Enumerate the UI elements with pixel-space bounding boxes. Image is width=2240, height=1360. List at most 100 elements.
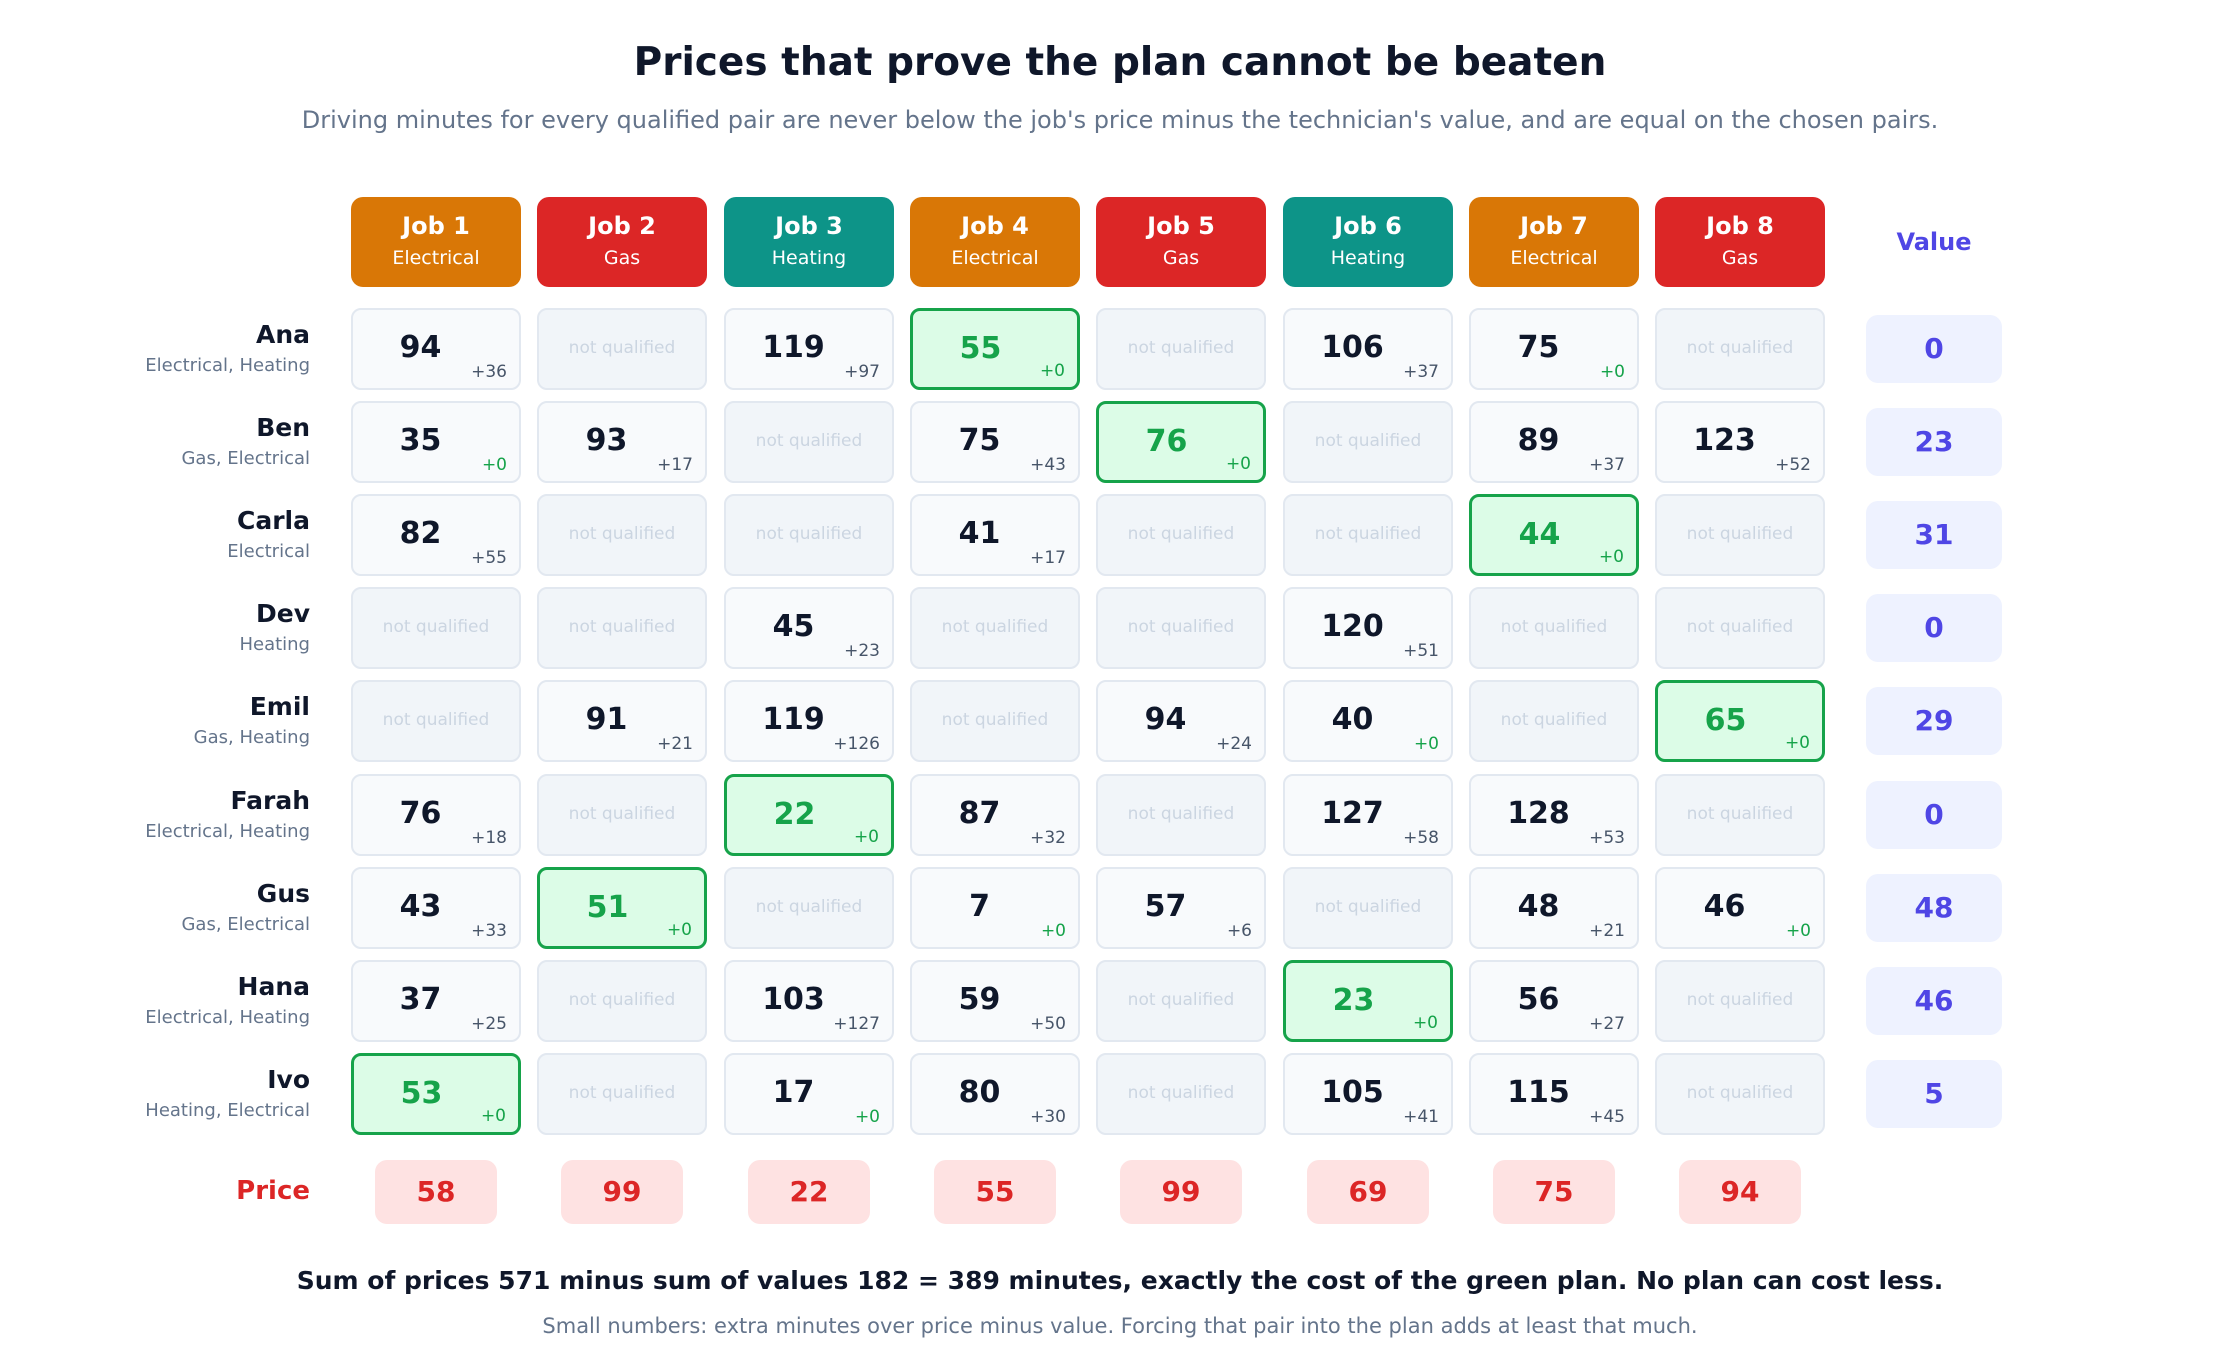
assignment-cell[interactable]: 106 +37 (1283, 308, 1453, 390)
driving-minutes: 128 (1507, 796, 1570, 831)
not-qualified-label: not qualified (382, 710, 490, 730)
page-subtitle: Driving minutes for every qualified pair… (301, 106, 1939, 134)
not-qualified-label: not qualified (568, 990, 676, 1010)
slack-minutes: +45 (1589, 1107, 1625, 1127)
assignment-cell[interactable]: 57 +6 (1096, 867, 1266, 949)
not-qualified-label: not qualified (1686, 338, 1794, 358)
technician-name: Ivo (267, 1065, 310, 1094)
job-type: Gas (1162, 247, 1200, 269)
job-name: Job 1 (402, 212, 470, 240)
slack-minutes: +0 (854, 1107, 880, 1127)
slack-minutes: +21 (657, 734, 693, 754)
slack-minutes: +18 (471, 828, 507, 848)
price-value: 55 (934, 1160, 1056, 1224)
slack-minutes: +0 (853, 827, 879, 847)
assignment-cell[interactable]: 56 +27 (1469, 960, 1639, 1042)
assignment-cell-selected[interactable]: 76 +0 (1096, 401, 1266, 483)
assignment-cell-selected[interactable]: 65 +0 (1655, 680, 1825, 762)
not-qualified-label: not qualified (1127, 338, 1235, 358)
not-qualified-cell: not qualified (1655, 494, 1825, 576)
technician-name: Hana (237, 972, 310, 1001)
assignment-cell-selected[interactable]: 55 +0 (910, 308, 1080, 390)
technician-name: Farah (230, 786, 310, 815)
assignment-cell[interactable]: 59 +50 (910, 960, 1080, 1042)
not-qualified-label: not qualified (1686, 1083, 1794, 1103)
assignment-cell[interactable]: 37 +25 (351, 960, 521, 1042)
technician-skills: Gas, Electrical (181, 448, 310, 469)
assignment-cell[interactable]: 75 +0 (1469, 308, 1639, 390)
price-row-label: Price (236, 1176, 310, 1206)
not-qualified-label: not qualified (568, 338, 676, 358)
job-type: Gas (603, 247, 641, 269)
technician-skills: Electrical, Heating (145, 355, 310, 376)
slack-minutes: +36 (471, 362, 507, 382)
assignment-cell[interactable]: 46 +0 (1655, 867, 1825, 949)
slack-minutes: +0 (1784, 733, 1810, 753)
technician-skills: Heating, Electrical (145, 1100, 310, 1121)
assignment-cell[interactable]: 43 +33 (351, 867, 521, 949)
assignment-cell[interactable]: 17 +0 (724, 1053, 894, 1135)
driving-minutes: 76 (399, 796, 442, 831)
assignment-cell[interactable]: 82 +55 (351, 494, 521, 576)
assignment-cell[interactable]: 119 +97 (724, 308, 894, 390)
not-qualified-cell: not qualified (1096, 1053, 1266, 1135)
assignment-cell[interactable]: 91 +21 (537, 680, 707, 762)
not-qualified-cell: not qualified (1283, 401, 1453, 483)
assignment-cell[interactable]: 41 +17 (910, 494, 1080, 576)
not-qualified-cell: not qualified (1655, 960, 1825, 1042)
assignment-cell[interactable]: 119 +126 (724, 680, 894, 762)
slack-minutes: +55 (471, 548, 507, 568)
job-name: Job 2 (588, 212, 656, 240)
slack-minutes: +0 (1040, 921, 1066, 941)
assignment-cell[interactable]: 120 +51 (1283, 587, 1453, 669)
driving-minutes: 59 (958, 982, 1001, 1017)
summary-text: Sum of prices 571 minus sum of values 18… (296, 1266, 1944, 1295)
assignment-cell[interactable]: 76 +18 (351, 774, 521, 856)
slack-minutes: +0 (480, 1106, 506, 1126)
assignment-cell[interactable]: 115 +45 (1469, 1053, 1639, 1135)
assignment-cell[interactable]: 80 +30 (910, 1053, 1080, 1135)
assignment-cell[interactable]: 75 +43 (910, 401, 1080, 483)
assignment-cell[interactable]: 123 +52 (1655, 401, 1825, 483)
assignment-cell-selected[interactable]: 51 +0 (537, 867, 707, 949)
not-qualified-cell: not qualified (1096, 774, 1266, 856)
assignment-cell[interactable]: 87 +32 (910, 774, 1080, 856)
assignment-cell[interactable]: 103 +127 (724, 960, 894, 1042)
assignment-cell[interactable]: 94 +24 (1096, 680, 1266, 762)
assignment-cell[interactable]: 105 +41 (1283, 1053, 1453, 1135)
assignment-cell-selected[interactable]: 22 +0 (724, 774, 894, 856)
assignment-cell[interactable]: 48 +21 (1469, 867, 1639, 949)
assignment-cell[interactable]: 45 +23 (724, 587, 894, 669)
assignment-cell[interactable]: 40 +0 (1283, 680, 1453, 762)
driving-minutes: 75 (958, 423, 1001, 458)
driving-minutes: 7 (969, 889, 990, 924)
technician-label: Ben Gas, Electrical (60, 413, 310, 471)
assignment-cell-selected[interactable]: 53 +0 (351, 1053, 521, 1135)
driving-minutes: 80 (958, 1075, 1001, 1110)
slack-minutes: +30 (1030, 1107, 1066, 1127)
price-value: 58 (375, 1160, 497, 1224)
slack-minutes: +50 (1030, 1014, 1066, 1034)
technician-name: Gus (256, 879, 310, 908)
assignment-cell-selected[interactable]: 44 +0 (1469, 494, 1639, 576)
assignment-cell[interactable]: 35 +0 (351, 401, 521, 483)
slack-minutes: +58 (1403, 828, 1439, 848)
not-qualified-label: not qualified (568, 804, 676, 824)
assignment-cell[interactable]: 94 +36 (351, 308, 521, 390)
assignment-cell[interactable]: 128 +53 (1469, 774, 1639, 856)
assignment-cell[interactable]: 127 +58 (1283, 774, 1453, 856)
not-qualified-label: not qualified (1127, 524, 1235, 544)
assignment-cell[interactable]: 89 +37 (1469, 401, 1639, 483)
slack-minutes: +0 (1598, 547, 1624, 567)
assignment-cell-selected[interactable]: 23 +0 (1283, 960, 1453, 1042)
assignment-cell[interactable]: 7 +0 (910, 867, 1080, 949)
driving-minutes: 46 (1703, 889, 1746, 924)
not-qualified-label: not qualified (1314, 524, 1422, 544)
driving-minutes: 94 (1144, 702, 1187, 737)
slack-minutes: +97 (844, 362, 880, 382)
assignment-cell[interactable]: 93 +17 (537, 401, 707, 483)
slack-minutes: +0 (481, 455, 507, 475)
not-qualified-label: not qualified (755, 431, 863, 451)
not-qualified-cell: not qualified (351, 680, 521, 762)
slack-minutes: +0 (1225, 454, 1251, 474)
